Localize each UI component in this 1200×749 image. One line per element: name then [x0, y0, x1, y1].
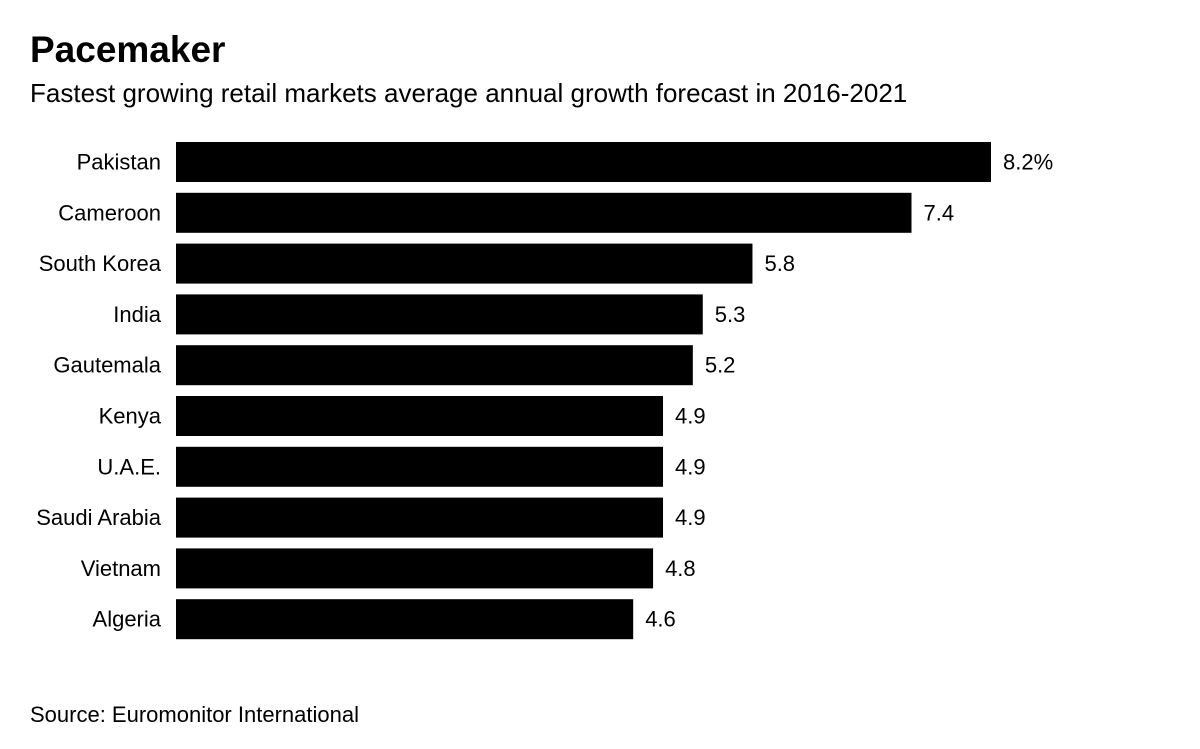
value-label: 4.8: [665, 556, 696, 581]
bar: [176, 548, 654, 589]
chart-title: Pacemaker: [30, 29, 226, 70]
bar: [176, 497, 664, 538]
bar: [176, 192, 912, 233]
category-label: South Korea: [39, 251, 162, 276]
category-label: Vietnam: [81, 556, 161, 581]
source-note: Source: Euromonitor International: [30, 702, 359, 727]
category-label: India: [113, 302, 161, 327]
category-label: Gautemala: [53, 353, 161, 378]
value-label: 4.9: [675, 454, 706, 479]
category-label: Algeria: [93, 607, 162, 632]
bar-row: India 5.3: [113, 294, 746, 335]
value-label: 4.6: [645, 607, 676, 632]
bar-row: Vietnam 4.8: [81, 548, 696, 589]
category-label: Saudi Arabia: [36, 505, 162, 530]
bar-row: U.A.E. 4.9: [97, 446, 706, 487]
bar-row: South Korea 5.8: [39, 243, 795, 284]
bar: [176, 599, 634, 640]
bar-row: Saudi Arabia 4.9: [36, 497, 706, 538]
category-label: Cameroon: [58, 200, 161, 225]
value-label: 5.3: [715, 302, 746, 327]
value-label: 4.9: [675, 505, 706, 530]
bar-row: Algeria 4.6: [93, 599, 676, 640]
bar: [176, 446, 664, 487]
value-label: 4.9: [675, 404, 706, 429]
category-label: U.A.E.: [97, 454, 161, 479]
category-label: Kenya: [99, 404, 162, 429]
value-label: 7.4: [923, 200, 954, 225]
bar: [176, 243, 753, 284]
chart-subtitle: Fastest growing retail markets average a…: [30, 78, 908, 108]
bar: [176, 345, 693, 386]
bar: [176, 142, 991, 182]
value-label: 5.2: [705, 353, 736, 378]
bar-row: Pakistan 8.2%: [77, 142, 1053, 182]
bar: [176, 396, 664, 436]
category-label: Pakistan: [77, 150, 161, 175]
bar-row: Cameroon 7.4: [58, 192, 954, 233]
bar-row: Kenya 4.9: [99, 396, 706, 436]
bar-row: Gautemala 5.2: [53, 345, 736, 386]
value-label: 8.2%: [1003, 150, 1053, 175]
bar: [176, 294, 703, 335]
value-label: 5.8: [764, 251, 795, 276]
